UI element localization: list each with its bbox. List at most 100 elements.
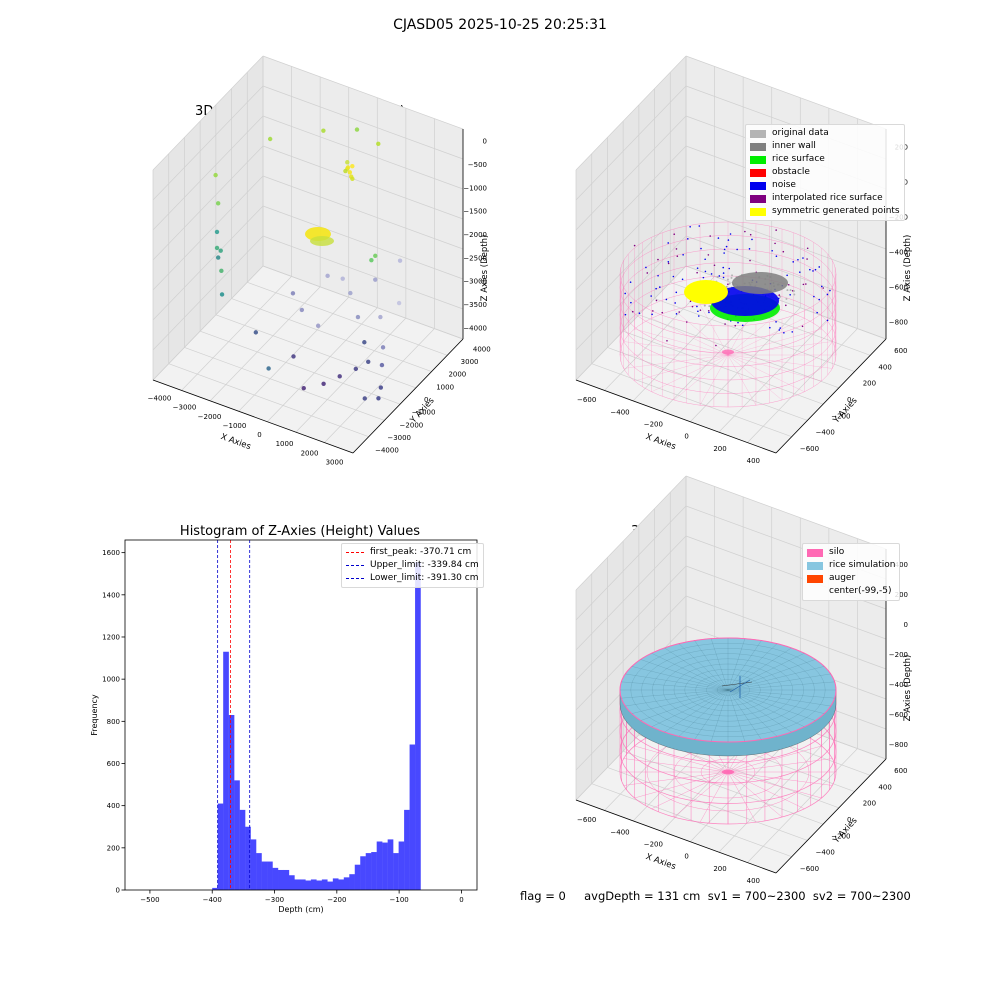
- silo-floor-spoke: [623, 771, 729, 786]
- legend-label: interpolated rice surface: [772, 193, 883, 203]
- noise-point: [676, 255, 679, 258]
- p2-x-tick-label: −400: [610, 408, 629, 416]
- legend-label: center(-99,-5): [829, 586, 892, 596]
- p4-z-tick-label: −200: [889, 651, 908, 659]
- rice-mesh-spoke: [727, 638, 746, 691]
- x-tick-label: −500: [140, 896, 159, 904]
- silo-floor-spoke: [623, 758, 729, 773]
- silo-floor-spoke: [651, 318, 729, 356]
- p2-x-tick-label: −600: [577, 396, 596, 404]
- rice-mesh-spoke: [651, 653, 729, 691]
- p1-grid-line: [152, 265, 264, 381]
- raw-data-point: [215, 255, 221, 260]
- p4-grid-line: [575, 565, 687, 681]
- p4-x-tick-label: −600: [577, 816, 596, 824]
- raw-data-point: [321, 128, 326, 133]
- raw-data-point: [362, 396, 367, 401]
- histogram-bar: [234, 780, 240, 890]
- x-tick-label: −400: [203, 896, 222, 904]
- p1-grid-line: [262, 265, 464, 340]
- histogram-bar: [223, 651, 229, 890]
- p1-x-tick-label: −3000: [173, 404, 197, 412]
- silo-floor-spoke: [727, 771, 805, 809]
- original-point: [779, 295, 782, 298]
- p1-y-tick-label: 4000: [473, 345, 491, 353]
- noise-point: [769, 326, 771, 329]
- raw-data-point: [325, 273, 330, 279]
- silo-floor-spoke: [727, 328, 822, 356]
- p2-grid-line: [685, 265, 887, 340]
- noise-point: [786, 274, 788, 277]
- legend-swatch: [807, 574, 823, 583]
- p2-grid-line: [654, 298, 855, 372]
- original-point: [786, 289, 789, 292]
- noise-point: [708, 311, 710, 314]
- x-axis-label: Depth (cm): [278, 905, 323, 914]
- noise-point: [778, 294, 781, 296]
- silo-floor-spoke: [727, 745, 822, 773]
- legend-item-upper-limit: Upper_limit: -339.84 cm: [346, 559, 479, 572]
- silo-floor-spoke: [727, 309, 783, 356]
- symmetric-region: [684, 280, 728, 304]
- silo-floor-spoke: [727, 354, 822, 382]
- y-tick-label: 1200: [102, 633, 120, 641]
- noise-point: [775, 255, 778, 258]
- noise-point: [818, 266, 821, 268]
- rice-mesh-spoke: [710, 638, 729, 691]
- noise-point: [666, 339, 668, 342]
- legend-item-noise: noise: [750, 179, 900, 192]
- p1-grid-line: [152, 115, 264, 231]
- p1-left-pane: [153, 56, 263, 380]
- p1-grid-line: [209, 286, 321, 402]
- raw-data-point: [219, 292, 225, 297]
- legend-item-rice-simulation: rice simulation: [807, 559, 895, 572]
- noise-point: [779, 327, 782, 329]
- p4-y-tick-label: −600: [800, 865, 819, 873]
- legend-line: [346, 565, 364, 566]
- histogram-frame: [124, 539, 478, 891]
- legend-label: silo: [829, 547, 845, 557]
- p2-z-tick-label: −400: [889, 249, 908, 257]
- x-tick-label: 0: [459, 896, 463, 904]
- original-point: [728, 282, 731, 285]
- silo-floor-spoke: [727, 771, 783, 818]
- rice-mesh-spoke: [631, 689, 729, 714]
- original-point: [716, 276, 719, 279]
- histogram-bar: [256, 853, 262, 890]
- silo-floor-spoke: [727, 354, 805, 392]
- p4-y-tick-label: 0: [847, 816, 851, 824]
- rice-mesh-spoke: [664, 647, 729, 691]
- rice-mesh-spoke: [678, 643, 729, 691]
- original-point: [731, 274, 734, 277]
- p1-grid-line: [262, 235, 464, 310]
- status-line: flag = 0 avgDepth = 131 cm sv1 = 700~230…: [520, 889, 911, 903]
- noise-point: [696, 267, 699, 269]
- noise-point: [802, 257, 804, 259]
- p1-z-axis-label: Z Axies (Depth): [480, 235, 490, 302]
- p4-z-tick-label: 200: [895, 591, 908, 599]
- raw-data-point: [301, 385, 306, 391]
- p4-y-tick-label: −200: [831, 832, 850, 840]
- p4-x-tick-label: −200: [644, 840, 663, 848]
- noise-point: [651, 313, 653, 316]
- noise-point: [751, 238, 753, 241]
- noise-point: [775, 321, 777, 323]
- raw-data-point: [291, 354, 296, 359]
- p4-left-pane: [576, 476, 686, 800]
- histogram-bar: [288, 875, 295, 890]
- p2-grid-line: [575, 85, 687, 201]
- p1-x-tick-label: −1000: [223, 422, 247, 430]
- p1-z-tick-label: −2500: [463, 254, 487, 262]
- p2-y-axis-line: [775, 338, 887, 454]
- noise-point: [809, 268, 811, 271]
- legend-label: obstacle: [772, 167, 810, 177]
- noise-point: [661, 311, 664, 314]
- raw-data-point: [213, 172, 218, 178]
- histogram-bar: [343, 877, 350, 890]
- raw-data-point: [369, 257, 374, 263]
- raw-data-point: [396, 300, 402, 306]
- histogram-bar: [338, 879, 345, 890]
- noise-point: [723, 252, 725, 254]
- p2-grid-line: [575, 115, 687, 231]
